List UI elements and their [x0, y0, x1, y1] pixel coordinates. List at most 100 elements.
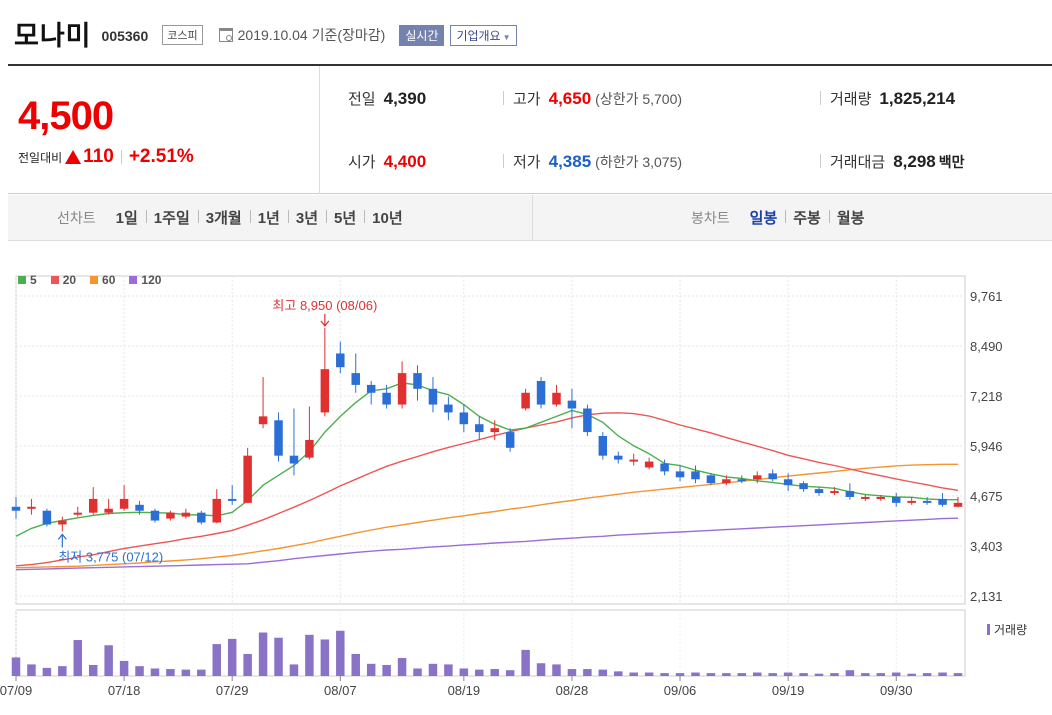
company-overview-button[interactable]: 기업개요 ▼ [450, 24, 517, 46]
weekly-candle-button[interactable]: 주봉 [785, 207, 829, 228]
period-3y-button[interactable]: 3년 [287, 207, 326, 228]
ma-legend: 5 20 60 120 [18, 273, 175, 287]
high-arrow-icon [320, 313, 330, 327]
stat-label: 거래대금 [830, 154, 886, 171]
legend-swatch [129, 276, 138, 284]
candle-body [150, 510, 160, 521]
volume-bar [351, 653, 360, 676]
candle-body [320, 369, 330, 413]
period-3m-button[interactable]: 3개월 [197, 207, 250, 228]
high-annotation: 최고 8,950 (08/06) [272, 298, 377, 313]
volume-bar [830, 673, 839, 676]
volume-bar [444, 664, 453, 676]
candle-body [11, 506, 21, 511]
volume-bar [614, 671, 623, 676]
stock-code: 005360 [101, 28, 149, 44]
volume-swatch [987, 624, 990, 635]
volume-bar [181, 669, 191, 676]
daily-candle-button[interactable]: 일봉 [749, 210, 778, 227]
x-tick-label: 07/18 [108, 683, 141, 698]
volume-legend: 거래량 [987, 621, 1027, 638]
candle-body [490, 428, 499, 433]
candle-body [799, 483, 808, 490]
legend-label: 120 [141, 273, 162, 287]
candle-chart-title: 봉차트 [691, 209, 730, 226]
change-percent: +2.51% [128, 146, 194, 167]
current-price-panel: 4,500 전일대비 110 +2.51% [8, 66, 320, 194]
monthly-candle-button[interactable]: 월봉 [828, 207, 873, 228]
stat-label: 거래량 [830, 91, 872, 108]
volume-bar [150, 668, 160, 676]
candle-body [861, 496, 870, 499]
stat-label: 전일 [348, 91, 376, 108]
candle-body [938, 498, 947, 505]
stat-value: 8,298 [893, 152, 936, 171]
period-1w-button[interactable]: 1주일 [145, 207, 198, 228]
x-tick-label: 07/09 [0, 683, 32, 698]
y-tick-label: 4,675 [970, 489, 1003, 504]
volume-bar [413, 668, 422, 676]
line-chart-title: 선차트 [57, 209, 96, 226]
stat-high: 고가 4,650 (상한가 5,700) [502, 88, 682, 109]
candle-body [660, 463, 669, 472]
candle-body [876, 496, 886, 499]
period-1d-button[interactable]: 1일 [115, 210, 138, 227]
volume-bar [536, 663, 546, 676]
candle-body [459, 412, 469, 425]
candle-body [814, 489, 824, 494]
candle-body [243, 455, 252, 503]
volume-bar [135, 666, 144, 676]
candle-body [58, 520, 67, 525]
change-label: 전일대비 [18, 150, 63, 165]
y-tick-label: 8,490 [970, 339, 1003, 354]
candle-body [42, 510, 52, 525]
candle-body [907, 500, 916, 503]
volume-bar [722, 673, 731, 676]
volume-bar [505, 670, 515, 676]
realtime-button[interactable]: 실시간 [399, 24, 445, 46]
volume-bar [305, 634, 314, 676]
candle-body [166, 512, 175, 519]
candle-body [629, 459, 638, 462]
candle-body [675, 471, 685, 478]
volume-bar [768, 673, 777, 676]
volume-bar [891, 672, 901, 676]
legend-ma120: 120 [129, 273, 161, 287]
price-chart: 9,761 8,490 7,218 5,946 4,675 3,403 2,131 07/09… [0, 275, 1003, 698]
candle-body [135, 504, 144, 511]
volume-bar [737, 673, 747, 676]
low-annotation: 최저 3,775 (07/12) [58, 549, 163, 564]
x-tick-label: 09/30 [880, 683, 913, 698]
period-10y-button[interactable]: 10년 [364, 207, 411, 228]
stat-prev-close: 전일 4,390 [348, 88, 426, 109]
period-1y-button[interactable]: 1년 [249, 207, 288, 228]
company-overview-label: 기업개요 [456, 28, 501, 43]
volume-bar [258, 632, 268, 676]
candle-body [722, 479, 731, 484]
volume-bar [289, 664, 299, 676]
stat-value: 4,385 [548, 152, 592, 171]
stat-label: 시가 [348, 154, 376, 171]
volume-bar [88, 664, 98, 676]
legend-label: 20 [62, 273, 77, 287]
chevron-down-icon: ▼ [502, 32, 511, 42]
candle-body [366, 384, 376, 393]
volume-bar [675, 673, 685, 676]
volume-bar [11, 657, 21, 676]
volume-bar [752, 672, 762, 676]
volume-bar [922, 673, 932, 676]
legend-ma5: 5 [18, 273, 37, 287]
price-summary: 4,500 전일대비 110 +2.51% 전일 4,390 시가 4,400 … [8, 64, 1052, 194]
candle-body [397, 373, 407, 405]
y-tick-label: 3,403 [970, 539, 1003, 554]
candle-body [505, 432, 515, 448]
period-selector: 선차트 1일 1주일 3개월 1년 3년 5년 10년 봉차트 일봉 주봉 월봉 [8, 195, 1052, 241]
volume-bar [366, 663, 376, 676]
x-tick-label: 09/19 [772, 683, 805, 698]
y-tick-label: 7,218 [970, 389, 1003, 404]
volume-bar [212, 644, 222, 676]
y-tick-label: 5,946 [970, 439, 1003, 454]
period-5y-button[interactable]: 5년 [326, 207, 364, 228]
stat-label: 고가 [513, 91, 541, 108]
legend-swatch [50, 276, 59, 284]
